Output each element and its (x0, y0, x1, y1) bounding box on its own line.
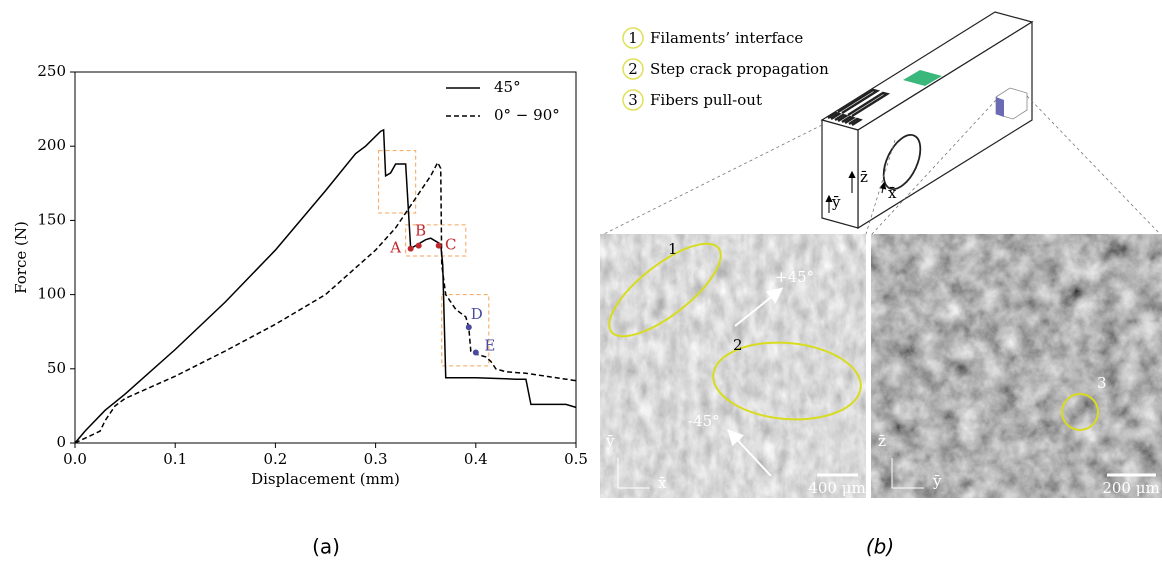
x-tick-label: 0.5 (564, 450, 588, 468)
annotation-label: E (484, 336, 495, 354)
sem-image-right: 3 z̄ ȳ 200 μm (871, 234, 1162, 498)
highlight-box (405, 224, 467, 257)
cube-face (996, 97, 1004, 117)
scale-label: 200 μm (1102, 479, 1159, 497)
arrow (734, 287, 784, 327)
axis-label: ȳ (605, 432, 615, 450)
axis-label: ȳ (932, 472, 942, 490)
arrow (727, 429, 772, 477)
scale-label: 400 μm (808, 479, 865, 497)
block-axis: z̄ (860, 168, 868, 186)
marker-label: 3 (1097, 374, 1107, 392)
marker-ellipse (608, 242, 722, 338)
zoom-lines (603, 95, 1161, 235)
annotation-label: C (445, 236, 456, 254)
y-tick-label: 200 (37, 136, 66, 154)
x-tick-label: 0.3 (364, 450, 388, 468)
y-tick-label: 150 (37, 210, 66, 228)
y-axis-label: Force (N) (12, 221, 30, 294)
panel-label: (a) (312, 535, 340, 559)
marker-label: 2 (733, 336, 743, 354)
series-line (74, 160, 577, 444)
annotation-point (435, 242, 442, 249)
x-tick-label: 0.1 (163, 450, 187, 468)
legend-label: 45° (494, 78, 521, 96)
legend-circle (622, 27, 644, 49)
highlight-box (378, 150, 417, 214)
annotation-point (465, 324, 472, 331)
serpentine (827, 88, 891, 127)
legend-circle (622, 58, 644, 80)
legend-b: 1 Filaments’ interface 2 Step crack prop… (622, 27, 829, 111)
x-tick-label: 0.4 (464, 450, 488, 468)
panel-b: 1 Filaments’ interface 2 Step crack prop… (600, 11, 1162, 559)
annotation-point (472, 349, 479, 356)
legend-text: Step crack propagation (650, 60, 829, 78)
hole (882, 134, 922, 190)
sem-texture (600, 234, 866, 498)
y-tick-label: 100 (37, 285, 66, 303)
annotation-point (415, 242, 422, 249)
legend-text: Fibers pull-out (650, 91, 762, 109)
marker-circle (1061, 393, 1099, 431)
annotation-label: D (471, 305, 483, 323)
axis-label: z̄ (878, 432, 886, 450)
sem-image-left: 1 2 +45° -45° ȳ x̄ 400 μm (600, 234, 866, 498)
y-tick-label: 50 (47, 359, 66, 377)
highlight-box (441, 294, 490, 367)
axis-label: x̄ (658, 474, 667, 492)
annotation-label: A (389, 239, 401, 257)
angle-label: +45° (775, 268, 814, 286)
axes-glyph (891, 458, 924, 489)
panel-label: (b) (866, 535, 894, 559)
green-patch (903, 70, 942, 86)
plot-frame (74, 71, 577, 444)
block-axis: x̄ (888, 184, 897, 202)
legend-circle (622, 89, 644, 111)
legend-number: 3 (628, 91, 638, 109)
marker-ellipse (712, 341, 862, 421)
annotation-point (407, 245, 414, 252)
sem-texture (871, 234, 1162, 498)
angle-label: -45° (688, 412, 720, 430)
y-tick-label: 250 (37, 62, 66, 80)
x-axis-label: Displacement (mm) (251, 470, 400, 488)
y-tick-label: 0 (56, 433, 66, 451)
marker-label: 1 (668, 240, 678, 258)
legend-label: 0° − 90° (494, 106, 560, 124)
block-axis: ȳ (831, 193, 841, 211)
annotation-label: B (415, 222, 426, 240)
axis-arrow (879, 181, 887, 194)
chart: 0.0 0.1 0.2 0.3 0.4 0.5 0 50 100 150 200 250 Displac… (12, 62, 588, 488)
specimen-block (820, 11, 1034, 230)
series-line (74, 128, 577, 444)
x-tick-label: 0.2 (263, 450, 287, 468)
legend-text: Filaments’ interface (650, 29, 803, 47)
legend-number: 1 (628, 29, 638, 47)
legend-number: 2 (628, 60, 638, 78)
x-tick-label: 0.0 (63, 450, 87, 468)
axes-glyph (617, 458, 650, 489)
